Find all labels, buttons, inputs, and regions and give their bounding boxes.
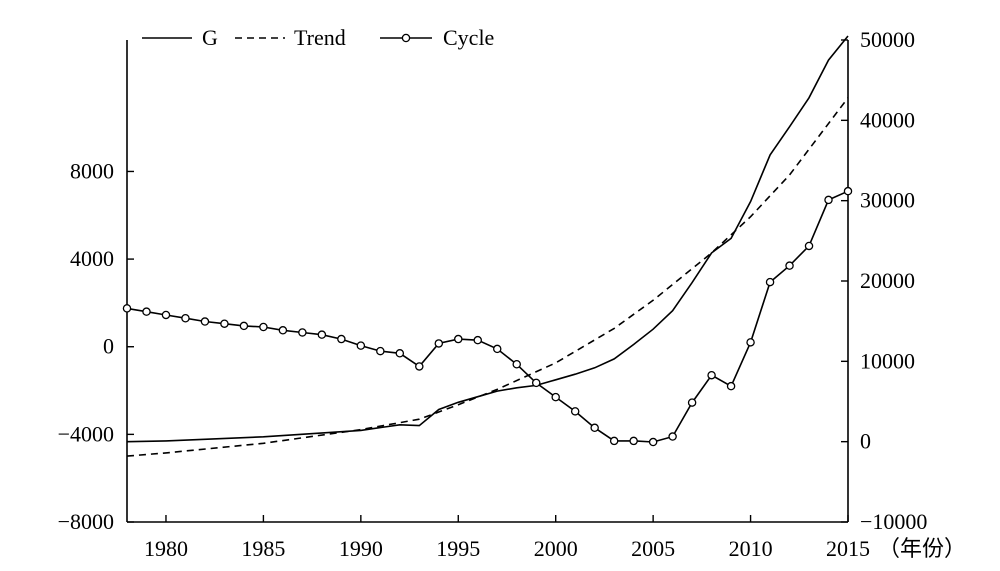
x-tick-label: 1985 xyxy=(241,536,285,561)
x-tick-label: 1995 xyxy=(436,536,480,561)
right-y-tick-label: 0 xyxy=(860,429,871,454)
left-y-tick-label: 8000 xyxy=(70,158,114,183)
point-cycle xyxy=(531,378,541,388)
left-y-tick-label: −8000 xyxy=(58,509,114,534)
point-cycle xyxy=(376,346,385,356)
point-cycle xyxy=(415,362,424,371)
point-cycle xyxy=(200,317,210,326)
point-cycle xyxy=(843,186,853,196)
x-tick-label: 2015 xyxy=(826,536,870,561)
legend-label-g: G xyxy=(202,25,218,50)
right-y-tick-label: 20000 xyxy=(860,268,915,293)
point-cycle xyxy=(687,398,697,407)
point-cycle xyxy=(278,326,288,335)
point-cycle xyxy=(454,334,463,344)
left-y-tick-label: −4000 xyxy=(58,421,114,446)
right-y-tick-label: 40000 xyxy=(860,107,915,132)
point-cycle xyxy=(395,349,405,358)
x-tick-label: 1990 xyxy=(339,536,383,561)
right-y-tick-label: 10000 xyxy=(860,348,915,373)
point-cycle xyxy=(239,321,249,331)
point-cycle xyxy=(804,241,814,251)
right-y-tick-label: −10000 xyxy=(860,509,927,534)
point-cycle xyxy=(648,437,658,447)
point-cycle xyxy=(317,330,327,339)
point-cycle xyxy=(707,370,716,380)
point-cycle xyxy=(161,310,171,320)
point-cycle xyxy=(298,328,307,337)
x-tick-label: 2010 xyxy=(729,536,773,561)
point-cycle xyxy=(492,344,502,354)
point-cycle xyxy=(668,432,677,441)
series-line-cycle xyxy=(126,190,849,443)
point-cycle xyxy=(590,423,599,433)
series-line-g xyxy=(126,35,849,443)
point-cycle xyxy=(765,277,775,287)
point-cycle xyxy=(785,261,794,270)
legend: G Trend Cycle xyxy=(142,25,494,50)
series-layer xyxy=(122,35,853,457)
point-cycle xyxy=(609,436,619,446)
point-cycle xyxy=(629,436,638,446)
x-tick-label: 2000 xyxy=(534,536,578,561)
x-axis-label: （年份） xyxy=(878,536,966,561)
point-cycle xyxy=(512,360,521,369)
point-cycle xyxy=(473,335,483,345)
right-y-tick-label: 30000 xyxy=(860,188,915,213)
point-cycle xyxy=(746,338,755,347)
point-cycle xyxy=(356,341,366,350)
x-tick-label: 2005 xyxy=(631,536,675,561)
point-cycle xyxy=(220,319,229,328)
point-cycle xyxy=(551,392,560,402)
legend-label-trend: Trend xyxy=(294,25,346,50)
point-cycle xyxy=(434,339,444,348)
legend-marker-cycle xyxy=(401,33,411,43)
point-cycle xyxy=(259,322,268,332)
legend-label-cycle: Cycle xyxy=(443,25,494,50)
point-cycle xyxy=(122,304,132,313)
point-cycle xyxy=(142,307,151,316)
x-tick-label: 1980 xyxy=(144,536,188,561)
left-y-tick-label: 4000 xyxy=(70,246,114,271)
point-cycle xyxy=(181,313,190,323)
point-cycle xyxy=(337,334,346,344)
left-y-tick-label: 0 xyxy=(103,334,114,359)
series-line-trend xyxy=(126,97,849,457)
right-y-tick-label: 50000 xyxy=(860,27,915,52)
point-cycle xyxy=(570,407,580,416)
axes: 1980 1985 1990 1995 2000 2005 2010 2015 −8000 −40… xyxy=(58,27,928,561)
point-cycle xyxy=(726,381,736,391)
point-cycle xyxy=(824,195,833,205)
